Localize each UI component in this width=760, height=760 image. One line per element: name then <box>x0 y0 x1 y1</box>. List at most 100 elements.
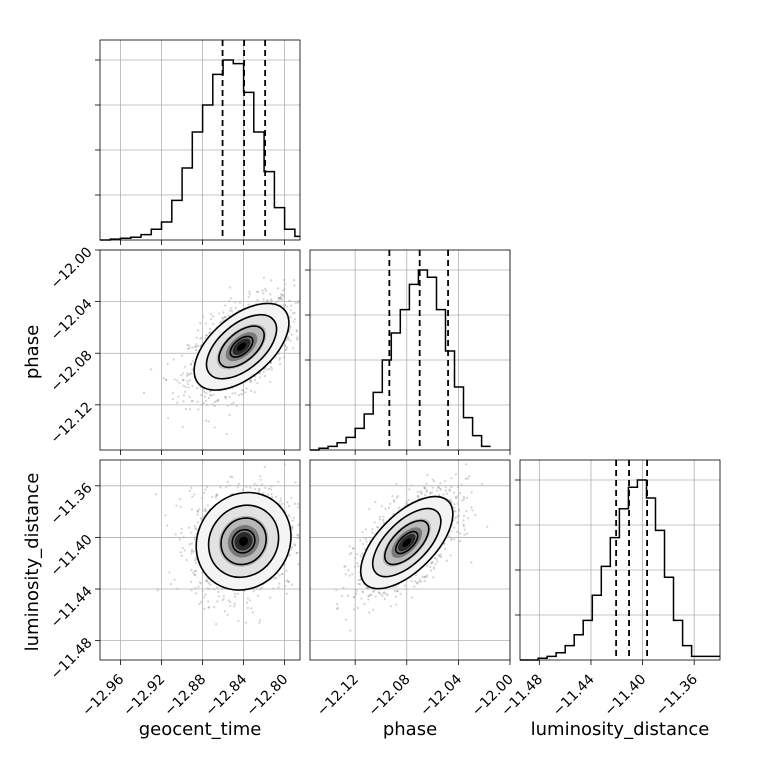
panel-frame-geocent_time-phase <box>99 249 301 451</box>
scatter-point <box>186 380 189 383</box>
scatter-point <box>224 315 227 319</box>
scatter-point <box>455 530 459 533</box>
scatter-point <box>233 592 236 595</box>
scatter-point <box>210 394 213 397</box>
scatter-point <box>289 316 292 319</box>
scatter-point <box>256 382 259 385</box>
scatter-point <box>191 548 194 552</box>
scatter-point <box>275 495 278 498</box>
scatter-point <box>391 495 394 498</box>
scatter-point <box>293 502 296 505</box>
x-tick-label: −11.40 <box>601 672 649 720</box>
scatter-point <box>410 596 413 599</box>
scatter-point <box>289 325 292 328</box>
panel-frame-luminosity_distance <box>519 459 721 661</box>
scatter-point <box>194 345 198 348</box>
scatter-point <box>435 557 438 560</box>
scatter-point <box>191 368 194 371</box>
scatter-point <box>281 293 285 297</box>
scatter-point <box>238 301 242 304</box>
scatter-point <box>253 482 256 485</box>
scatter-point <box>266 299 269 302</box>
scatter-point <box>258 621 261 624</box>
scatter-point <box>222 316 225 319</box>
scatter-point <box>182 379 185 382</box>
scatter-point <box>191 399 194 402</box>
scatter-point <box>258 489 261 492</box>
scatter-point <box>363 602 366 606</box>
scatter-point <box>471 509 474 512</box>
scatter-point <box>248 290 251 293</box>
scatter-point <box>215 494 218 497</box>
scatter-point <box>420 580 423 583</box>
scatter-point <box>198 581 201 584</box>
scatter-point <box>178 381 181 384</box>
scatter-point <box>180 527 183 530</box>
scatter-point <box>183 549 186 552</box>
scatter-point <box>268 487 271 490</box>
scatter-point <box>393 590 397 593</box>
scatter-point <box>293 318 297 321</box>
scatter-point <box>191 346 194 349</box>
scatter-point <box>279 296 282 299</box>
scatter-point <box>444 547 447 550</box>
scatter-point <box>432 576 435 579</box>
scatter-point <box>398 506 401 509</box>
scatter-point <box>374 500 377 504</box>
scatter-point <box>287 505 291 508</box>
scatter-point <box>204 509 207 512</box>
scatter-point <box>231 392 234 395</box>
scatter-point <box>277 296 280 299</box>
scatter-point <box>172 392 175 395</box>
scatter-point <box>176 379 179 382</box>
y-tick-label: −12.08 <box>48 348 96 396</box>
scatter-point <box>210 313 213 316</box>
scatter-point <box>281 502 284 505</box>
scatter-point <box>394 595 397 598</box>
scatter-point <box>203 607 206 610</box>
scatter-point <box>350 551 353 555</box>
scatter-point <box>282 304 285 307</box>
scatter-point <box>204 507 207 510</box>
scatter-point <box>187 526 191 529</box>
scatter-point <box>208 582 211 585</box>
scatter-point <box>259 478 262 481</box>
scatter-point <box>357 582 360 586</box>
scatter-point <box>286 501 289 504</box>
scatter-point <box>205 419 208 422</box>
scatter-point <box>293 284 296 287</box>
scatter-point <box>228 395 231 398</box>
scatter-point <box>395 603 398 606</box>
scatter-point <box>456 521 459 525</box>
scatter-point <box>199 393 202 397</box>
scatter-point <box>219 321 222 324</box>
scatter-point <box>280 573 284 576</box>
scatter-point <box>468 475 471 478</box>
scatter-point <box>196 510 199 513</box>
scatter-point <box>249 486 252 489</box>
scatter-point <box>351 573 354 576</box>
contour-line <box>207 504 280 579</box>
scatter-point <box>297 534 300 537</box>
scatter-point <box>211 495 214 498</box>
scatter-point <box>236 592 239 595</box>
scatter-point <box>270 299 273 302</box>
x-tick-label: −12.96 <box>79 671 127 719</box>
scatter-point <box>226 480 229 483</box>
scatter-point <box>262 292 265 295</box>
scatter-point <box>382 592 385 595</box>
scatter-point <box>470 491 473 494</box>
scatter-point <box>417 494 420 498</box>
contour-line <box>229 335 254 358</box>
scatter-point <box>193 559 196 562</box>
scatter-point <box>191 360 194 363</box>
scatter-point <box>197 408 200 411</box>
scatter-point <box>222 594 225 597</box>
scatter-point <box>395 496 398 499</box>
scatter-point <box>208 606 211 609</box>
scatter-point <box>393 500 396 503</box>
scatter-point <box>442 493 445 496</box>
scatter-point <box>430 569 433 572</box>
scatter-point <box>286 579 289 582</box>
y-tick-label: −11.36 <box>48 480 96 528</box>
